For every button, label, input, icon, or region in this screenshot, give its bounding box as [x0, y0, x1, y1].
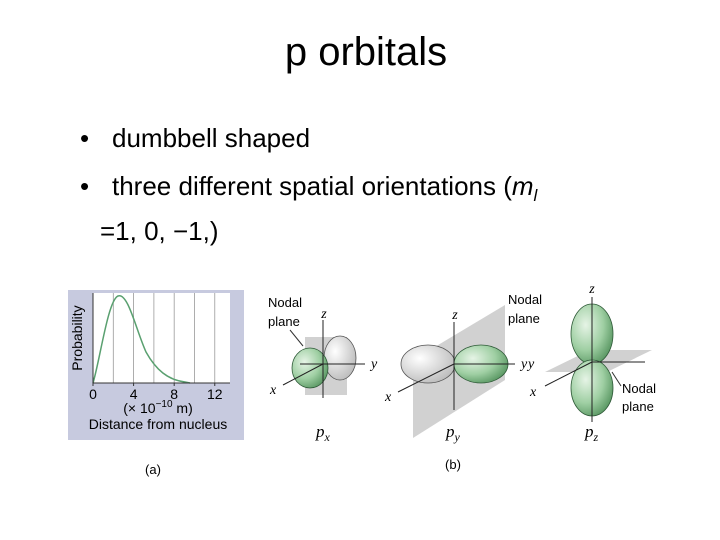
- caption: (b): [445, 457, 461, 472]
- axis: [397, 363, 455, 393]
- bullet-symbol: •: [80, 171, 89, 201]
- axis-label: x: [529, 385, 537, 400]
- subscript: z: [593, 430, 599, 444]
- axis-label: x: [269, 383, 277, 398]
- text: m): [173, 400, 193, 416]
- axis-label: z: [451, 308, 458, 323]
- axis-label: y: [519, 357, 528, 372]
- subscript: x: [324, 430, 331, 444]
- bullet-symbol: •: [80, 123, 89, 153]
- slide-title: p orbitals: [285, 30, 447, 74]
- x-tick-label: 12: [207, 386, 223, 402]
- bullet-text-cont: =1, 0, −1,): [100, 216, 219, 246]
- p: p: [584, 422, 594, 441]
- caption: (a): [145, 462, 161, 477]
- chart: 0 4 8 12: [89, 293, 223, 402]
- x-unit-label: (× 10−10 m): [123, 399, 193, 416]
- p: p: [445, 422, 455, 441]
- x-tick-label: 4: [130, 386, 138, 402]
- bullet-text: dumbbell shaped: [112, 123, 310, 153]
- lobe: [291, 347, 329, 389]
- nodal-label: plane: [508, 311, 540, 326]
- orbital-label: pz: [584, 422, 599, 444]
- nodal-label: Nodal: [508, 292, 542, 307]
- superscript: −10: [156, 399, 173, 410]
- plot-area: [93, 293, 230, 383]
- x-axis-label: Distance from nucleus: [89, 416, 228, 432]
- nodal-label: Nodal: [622, 381, 656, 396]
- orbital-label: px: [315, 422, 331, 444]
- axis: [282, 363, 324, 386]
- leader: [289, 329, 304, 347]
- x-tick-label: 0: [89, 386, 97, 402]
- axis-label: y: [526, 357, 535, 372]
- lobe: [323, 335, 357, 381]
- subscript: l: [534, 186, 539, 205]
- subscript: y: [454, 430, 461, 444]
- axis-label: y: [369, 357, 378, 372]
- axis-label: z: [320, 307, 327, 322]
- axis: [544, 361, 593, 387]
- nodal-label: plane: [622, 399, 654, 414]
- orbital-label: py: [445, 422, 461, 444]
- probability-curve: [92, 295, 191, 384]
- axis-label: x: [384, 390, 392, 405]
- nodal-label: plane: [268, 314, 300, 329]
- x-tick-label: 8: [170, 386, 178, 402]
- y-axis-label: Probability: [69, 305, 85, 370]
- bullet-text: three different spatial orientations (ml: [112, 171, 539, 205]
- variable: m: [512, 171, 534, 201]
- text: three different spatial orientations (: [112, 171, 512, 201]
- nodal-label: Nodal: [268, 295, 302, 310]
- leader: [611, 371, 622, 387]
- text: (× 10: [123, 400, 156, 416]
- p: p: [315, 422, 325, 441]
- axis-label: z: [588, 282, 595, 297]
